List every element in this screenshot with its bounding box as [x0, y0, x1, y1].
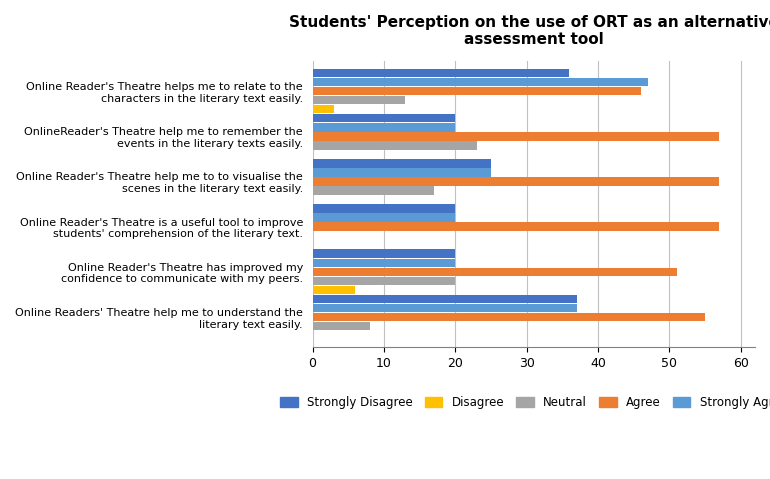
Bar — [313, 313, 705, 321]
Bar — [313, 123, 455, 132]
Bar — [313, 114, 455, 123]
Bar — [313, 259, 455, 267]
Bar — [313, 177, 719, 186]
Bar — [313, 78, 648, 86]
Bar — [313, 268, 677, 276]
Bar — [313, 222, 719, 231]
Bar — [313, 96, 405, 104]
Bar — [313, 186, 434, 195]
Bar — [313, 276, 455, 285]
Bar — [313, 250, 455, 258]
Bar — [313, 213, 455, 222]
Bar — [313, 205, 455, 213]
Bar — [313, 285, 356, 294]
Bar — [313, 322, 370, 330]
Bar — [313, 168, 491, 177]
Bar — [313, 132, 719, 140]
Bar — [313, 141, 477, 149]
Bar — [313, 87, 641, 95]
Bar — [313, 295, 577, 303]
Bar — [313, 304, 577, 312]
Bar — [313, 69, 570, 77]
Legend: Strongly Disagree, Disagree, Neutral, Agree, Strongly Agree: Strongly Disagree, Disagree, Neutral, Ag… — [274, 390, 770, 415]
Bar — [313, 159, 491, 168]
Title: Students' Perception on the use of ORT as an alternative
assessment tool: Students' Perception on the use of ORT a… — [289, 15, 770, 47]
Bar — [313, 105, 334, 114]
